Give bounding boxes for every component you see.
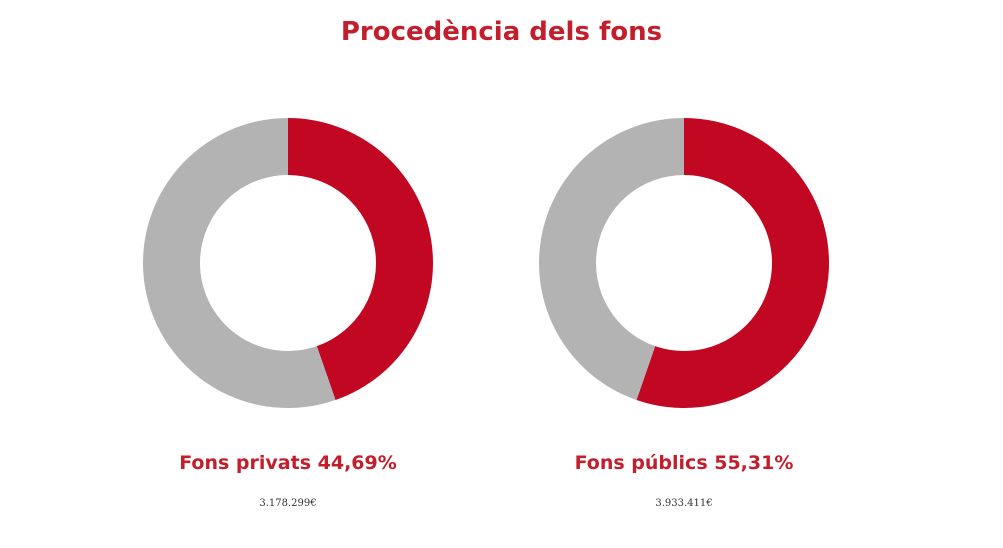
donut-chart-public: Fons públics 55,31% 3.933.411€ <box>534 0 834 548</box>
donut-label-private: Fons privats 44,69% <box>179 452 397 474</box>
donut-slice-rest <box>539 118 684 401</box>
donut-amount-public: 3.933.411€ <box>655 498 713 509</box>
donut-svg-public <box>539 118 829 408</box>
donut-slice-highlight <box>288 118 433 401</box>
donut-slice-rest <box>142 118 336 409</box>
donut-label-public: Fons públics 55,31% <box>574 452 794 474</box>
donut-svg-private <box>142 118 433 409</box>
page-title: Procedència dels fons <box>340 17 663 47</box>
donut-chart-private: Fons privats 44,69% 3.178.299€ <box>138 0 438 548</box>
donut-amount-private: 3.178.299€ <box>259 498 317 509</box>
donut-slice-highlight <box>636 118 829 408</box>
